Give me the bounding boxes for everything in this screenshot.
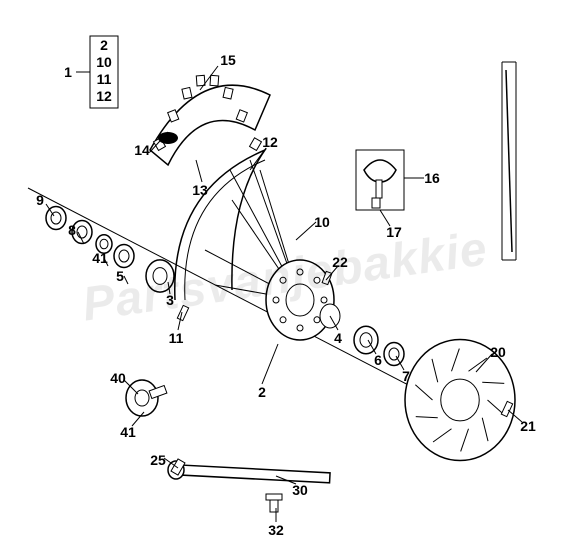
callout-1: 1 <box>64 64 72 80</box>
callout-17: 17 <box>386 224 402 240</box>
spoke-length <box>502 62 516 260</box>
callout-10: 10 <box>314 214 330 230</box>
svg-text:10: 10 <box>96 54 112 70</box>
callout-15: 15 <box>220 52 236 68</box>
nut-17 <box>372 198 380 208</box>
callout-2: 2 <box>258 384 266 400</box>
leader <box>250 148 266 170</box>
rimlock-group <box>356 150 404 210</box>
callout-7: 7 <box>402 368 410 384</box>
svg-text:12: 12 <box>96 88 112 104</box>
tube-end <box>158 132 178 144</box>
callout-32: 32 <box>268 522 284 538</box>
callout-12: 12 <box>262 134 278 150</box>
callout-14: 14 <box>134 142 150 158</box>
callout-40: 40 <box>110 370 126 386</box>
callout-5: 5 <box>116 268 124 284</box>
tire <box>150 75 270 165</box>
leader <box>196 160 202 182</box>
callout-25: 25 <box>150 452 166 468</box>
speedo-drive <box>126 380 167 416</box>
iso-axis <box>28 188 418 390</box>
callout-21: 21 <box>520 418 536 434</box>
callout-41: 41 <box>92 250 108 266</box>
callout-3: 3 <box>166 292 174 308</box>
callout-22: 22 <box>332 254 348 270</box>
leader <box>262 344 278 384</box>
callout-41b: 41 <box>120 424 136 440</box>
callout-6: 6 <box>374 352 382 368</box>
callout-16: 16 <box>424 170 440 186</box>
callout-4: 4 <box>334 330 342 346</box>
parts-diagram: 2101112 <box>0 0 570 553</box>
callout-30: 30 <box>292 482 308 498</box>
callout-20: 20 <box>490 344 506 360</box>
leader <box>296 222 316 240</box>
callout-11: 11 <box>169 330 184 346</box>
callout-9: 9 <box>36 192 44 208</box>
callout-13: 13 <box>192 182 208 198</box>
svg-text:11: 11 <box>97 71 112 87</box>
callout-8: 8 <box>68 222 76 238</box>
svg-text:2: 2 <box>100 37 108 53</box>
leader <box>124 276 128 284</box>
